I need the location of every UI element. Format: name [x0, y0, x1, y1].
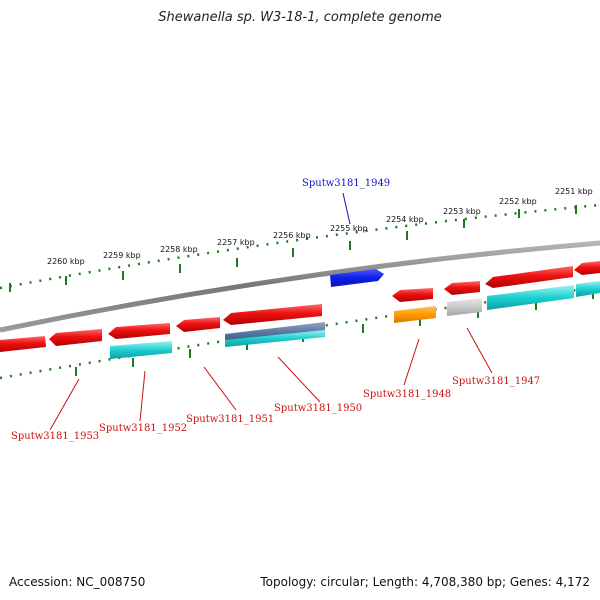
tick-label: 2255 kbp — [330, 224, 368, 233]
feature-block-grey[interactable] — [447, 298, 482, 316]
feature-block-cyan[interactable] — [110, 341, 172, 359]
leader-1951 — [203, 366, 237, 411]
gene-labels: Sputw3181_1949 Sputw3181_1953 Sputw3181_… — [11, 178, 540, 442]
leader-1953 — [49, 378, 80, 431]
genome-backbone — [0, 240, 600, 333]
leader-1949 — [342, 192, 351, 225]
cds-arrow[interactable] — [0, 336, 46, 352]
feature-block-cyan[interactable] — [225, 330, 325, 347]
leader-1950 — [277, 356, 321, 403]
cds-arrow[interactable] — [108, 323, 170, 339]
reverse-cds-track — [0, 261, 600, 352]
genome-summary-text: Topology: circular; Length: 4,708,380 bp… — [260, 575, 590, 589]
tick-label: 2256 kbp — [273, 231, 311, 240]
tick-label: 2251 kbp — [555, 187, 593, 196]
tick-label: 2253 kbp — [443, 207, 481, 216]
cds-arrow[interactable] — [49, 329, 102, 346]
tick-label: 2258 kbp — [160, 245, 198, 254]
gene-forward-1949[interactable] — [330, 269, 384, 287]
feature-blocks — [110, 281, 600, 359]
gene-label-1949[interactable]: Sputw3181_1949 — [302, 178, 390, 189]
gene-label-1952[interactable]: Sputw3181_1952 — [99, 423, 187, 434]
accession-text: Accession: NC_008750 — [9, 575, 146, 589]
tick-label: 2260 kbp — [47, 257, 85, 266]
kbp-tick-labels: 2251 kbp 2252 kbp 2253 kbp 2254 kbp 2255… — [47, 187, 593, 266]
cds-arrow[interactable] — [223, 304, 322, 325]
feature-block-orange[interactable] — [394, 306, 436, 323]
gene-label-1950[interactable]: Sputw3181_1950 — [274, 403, 362, 414]
leader-1947 — [466, 327, 493, 374]
cds-arrow[interactable] — [574, 261, 600, 275]
gene-label-1951[interactable]: Sputw3181_1951 — [186, 414, 274, 425]
leader-1952 — [139, 370, 146, 422]
tick-label: 2259 kbp — [103, 251, 141, 260]
outer-major-ticks — [9, 205, 577, 292]
feature-block-steel[interactable] — [225, 322, 325, 342]
leader-1948 — [403, 338, 420, 386]
gene-label-1953[interactable]: Sputw3181_1953 — [11, 431, 99, 442]
tick-label: 2254 kbp — [386, 215, 424, 224]
gene-label-1947[interactable]: Sputw3181_1947 — [452, 376, 540, 387]
map-title: Shewanella sp. W3-18-1, complete genome — [158, 10, 442, 25]
cds-arrow[interactable] — [444, 281, 480, 295]
tick-label: 2257 kbp — [217, 238, 255, 247]
feature-block-cyan[interactable] — [576, 281, 600, 297]
cds-arrow[interactable] — [485, 266, 573, 288]
feature-block-cyan[interactable] — [487, 285, 574, 310]
gene-label-1948[interactable]: Sputw3181_1948 — [363, 389, 451, 400]
tick-label: 2252 kbp — [499, 197, 537, 206]
label-leaders — [49, 192, 493, 431]
outer-tick-track — [0, 203, 600, 290]
cds-arrow[interactable] — [392, 288, 433, 302]
cds-arrow[interactable] — [176, 317, 220, 332]
